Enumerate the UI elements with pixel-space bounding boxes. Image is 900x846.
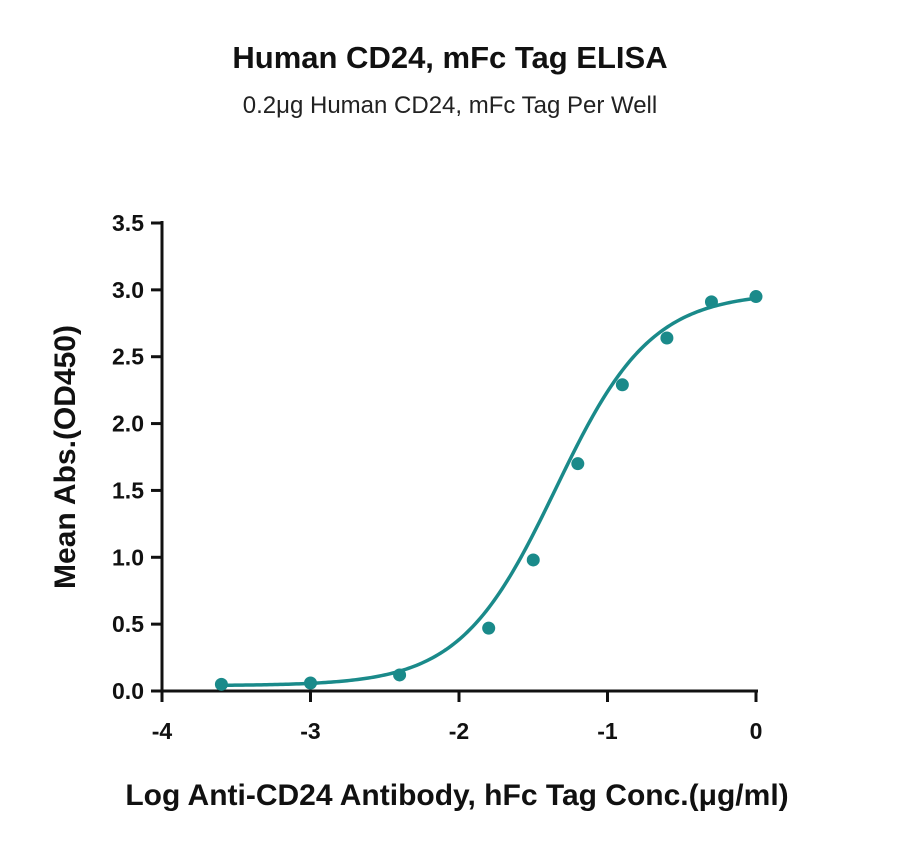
chart-subtitle: 0.2μg Human CD24, mFc Tag Per Well (242, 92, 658, 119)
data-point (304, 676, 317, 690)
data-point (393, 668, 407, 682)
y-tick-label: 1.0 (112, 544, 144, 570)
data-point (482, 621, 496, 635)
data-point (526, 553, 540, 567)
data-point (571, 457, 585, 471)
y-tick-label: 0.0 (112, 678, 144, 704)
y-tick-label: 1.5 (112, 477, 144, 503)
x-tick-label: -3 (300, 718, 320, 744)
data-point (214, 677, 228, 691)
chart-axes: 0.0 0.5 1.0 1.5 2.0 2.5 3.0 3.5 -4 -3 -2 -1 0 (112, 210, 762, 744)
y-tick-label: 3.5 (112, 210, 144, 236)
y-axis-title: Mean Abs.(OD450) (49, 325, 82, 589)
x-tick-label: -4 (152, 718, 173, 744)
y-tick-label: 2.5 (112, 344, 144, 370)
data-points-layer (214, 290, 763, 691)
data-point (749, 290, 763, 304)
y-tick-label: 2.0 (112, 411, 144, 437)
chart-title: Human CD24, mFc Tag ELISA (232, 40, 668, 75)
x-axis-title: Log Anti-CD24 Antibody, hFc Tag Conc.(μg… (125, 779, 788, 812)
x-tick-label: 0 (750, 718, 763, 744)
y-tick-label: 3.0 (112, 277, 144, 303)
y-tick-label: 0.5 (112, 611, 144, 637)
data-point (704, 295, 718, 309)
data-point (615, 378, 629, 392)
data-point (660, 331, 674, 345)
x-tick-label: -2 (449, 718, 469, 744)
x-tick-label: -1 (597, 718, 618, 744)
